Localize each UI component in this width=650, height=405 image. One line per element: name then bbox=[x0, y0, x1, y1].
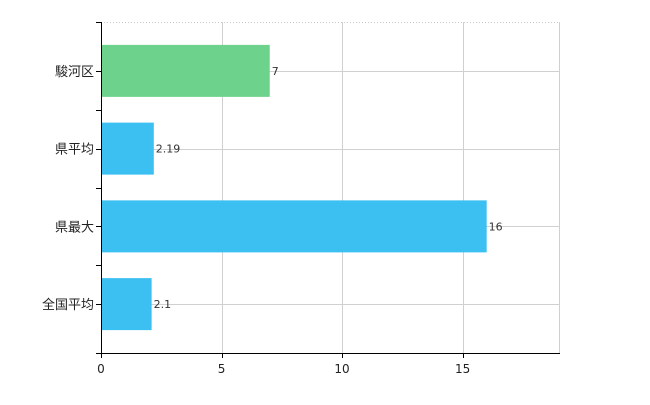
grid-layer bbox=[101, 22, 560, 353]
x-tick-label-10: 10 bbox=[334, 362, 349, 376]
category-label-1: 県平均 bbox=[55, 143, 94, 158]
bar-2 bbox=[101, 200, 487, 253]
bar-1 bbox=[101, 122, 154, 175]
data-label-1: 2.19 bbox=[156, 143, 181, 156]
data-label-0: 7 bbox=[272, 65, 279, 78]
bar-0 bbox=[101, 44, 270, 97]
axis-layer bbox=[96, 22, 560, 358]
data-label-2: 16 bbox=[489, 220, 503, 233]
x-tick-label-5: 5 bbox=[218, 362, 226, 376]
data-label-3: 2.1 bbox=[154, 298, 172, 311]
x-tick-label-15: 15 bbox=[455, 362, 470, 376]
category-label-0: 駿河区 bbox=[55, 65, 94, 80]
category-label-2: 県最大 bbox=[55, 220, 94, 235]
x-tick-label-0: 0 bbox=[97, 362, 105, 376]
bar-layer bbox=[101, 44, 487, 331]
bar-3 bbox=[101, 278, 152, 331]
category-label-3: 全国平均 bbox=[42, 297, 94, 313]
